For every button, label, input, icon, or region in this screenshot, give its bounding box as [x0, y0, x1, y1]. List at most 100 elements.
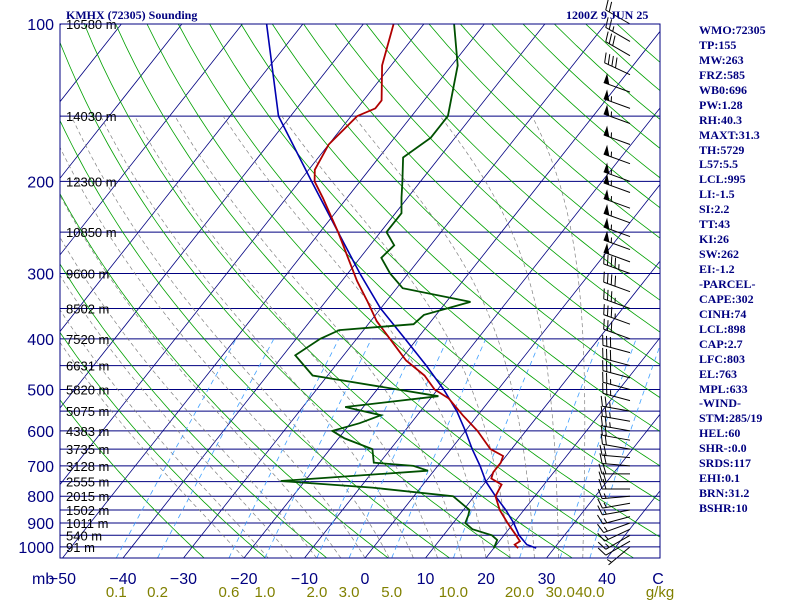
- wind-barb-flag: [603, 445, 607, 456]
- wind-barb-staff: [602, 462, 631, 467]
- height-label: 14030 m: [66, 109, 117, 124]
- temperature-tick-label: 30: [538, 571, 556, 588]
- wind-barb: [604, 52, 631, 76]
- wind-barb: [597, 514, 631, 525]
- wind-barb-halfflag: [612, 26, 615, 32]
- wind-barb-staff: [603, 182, 631, 193]
- dry-adiabat: [60, 399, 205, 558]
- isotherm-line: [485, 337, 660, 558]
- dewpoint-trace: [280, 24, 499, 549]
- isotherm-line: [122, 24, 546, 558]
- moist-adiabat: [60, 236, 317, 558]
- wind-barb-staff: [602, 425, 631, 432]
- isotherm-line: [62, 24, 485, 558]
- wind-barb-flag: [597, 505, 603, 516]
- stat-line: TH:5729: [699, 142, 745, 157]
- wind-barb: [600, 395, 631, 412]
- pressure-tick-label: 800: [27, 489, 54, 506]
- wind-barb-flag: [604, 406, 607, 418]
- dry-adiabat: [60, 192, 389, 558]
- temperature-tick-label: −20: [230, 571, 257, 588]
- wind-barb-staff: [602, 370, 631, 379]
- pressure-tick-label: 200: [27, 174, 54, 191]
- mixing-ratio-label: 20.0: [505, 584, 534, 600]
- mixing-ratio-label: 1.0: [254, 584, 275, 600]
- stat-line: SHR-:0.0: [699, 441, 747, 456]
- wind-barb-staff: [605, 534, 631, 550]
- height-label: 2555 m: [66, 475, 109, 490]
- wind-barb-staff: [602, 415, 631, 422]
- wind-barb: [603, 203, 631, 224]
- mixing-ratio-line: [264, 338, 372, 558]
- wind-barb-flag: [602, 471, 607, 482]
- temperature-unit-label: C: [652, 571, 664, 588]
- height-label: 8502 m: [66, 302, 109, 317]
- moist-adiabat: [353, 115, 535, 558]
- wind-barb-staff: [603, 198, 631, 209]
- stat-line: -WIND-: [699, 396, 741, 411]
- dry-adiabat: [177, 24, 660, 502]
- wind-barb-staff: [604, 62, 631, 76]
- wind-barb: [603, 162, 631, 182]
- wind-barb-staff: [603, 113, 631, 124]
- temperature-tick-label: 20: [477, 571, 495, 588]
- wind-barb-staff: [603, 171, 631, 182]
- pressure-tick-label: 500: [27, 383, 54, 400]
- wind-barb-staff: [602, 502, 631, 509]
- wind-barb-flag: [597, 532, 605, 542]
- wind-barb: [597, 534, 631, 550]
- wind-barb: [603, 242, 631, 263]
- sounding-profiles: [265, 24, 537, 549]
- wind-barb-flag: [606, 305, 609, 316]
- isotherm-line: [60, 24, 304, 333]
- isotherm-line: [183, 24, 606, 558]
- wind-barb-flag: [606, 289, 609, 301]
- stats-panel: WMO:72305 TP:155 MW:263 FRZ:585 WB0:696 PW:1.…: [699, 23, 799, 516]
- wind-barb-flag: [603, 288, 605, 299]
- stat-line: LI:-1.5: [699, 187, 735, 202]
- isotherm-line: [60, 24, 364, 409]
- wind-barb: [602, 382, 631, 402]
- wind-barb-staff: [603, 251, 631, 263]
- wind-barb: [600, 424, 631, 441]
- dry-adiabat: [60, 263, 328, 558]
- dry-adiabat: [146, 24, 660, 538]
- stat-line: EHI:0.1: [699, 471, 741, 486]
- wind-barb: [603, 125, 631, 145]
- wind-barb-flag: [610, 274, 613, 285]
- wind-barb-staff: [602, 516, 631, 525]
- wind-barb-staff: [603, 328, 631, 340]
- wind-barb: [602, 347, 631, 367]
- wind-barb-halfflag: [603, 518, 608, 524]
- temperature-tick-label: −10: [291, 571, 318, 588]
- wind-barb-flag: [604, 425, 607, 437]
- stat-line: BRN:31.2: [699, 486, 750, 501]
- height-label: 3128 m: [66, 459, 109, 474]
- wind-barb-flag: [599, 453, 603, 464]
- wind-barb: [600, 405, 631, 422]
- stat-line: MW:263: [699, 52, 744, 67]
- mixing-ratio-line: [316, 338, 419, 558]
- plot-frame: [59, 23, 661, 559]
- wind-barb-flag: [598, 478, 603, 490]
- height-label: 5075 m: [66, 404, 109, 419]
- pressure-tick-label: 300: [27, 266, 54, 283]
- wind-barb-halfflag: [609, 412, 611, 418]
- stat-line: HEL:60: [699, 426, 741, 441]
- mixing-ratio-line: [559, 338, 637, 558]
- wind-barb-pennant: [603, 162, 610, 174]
- wind-barb: [598, 478, 630, 490]
- wind-barb-flag: [602, 463, 607, 475]
- wind-barb-flag: [607, 54, 611, 65]
- dry-adiabat: [240, 24, 660, 432]
- wind-barb-pennant: [603, 203, 610, 216]
- dry-adiabat: [397, 24, 660, 270]
- wind-barb-flag: [604, 416, 607, 427]
- wind-barb-flag: [608, 33, 613, 44]
- wind-barb-halfflag: [609, 402, 611, 408]
- pressure-unit-label: mb: [32, 571, 54, 588]
- mixing-ratio-unit-label: g/kg: [646, 584, 674, 600]
- wind-barb-flag: [603, 271, 605, 283]
- wind-barb-flag: [606, 254, 609, 266]
